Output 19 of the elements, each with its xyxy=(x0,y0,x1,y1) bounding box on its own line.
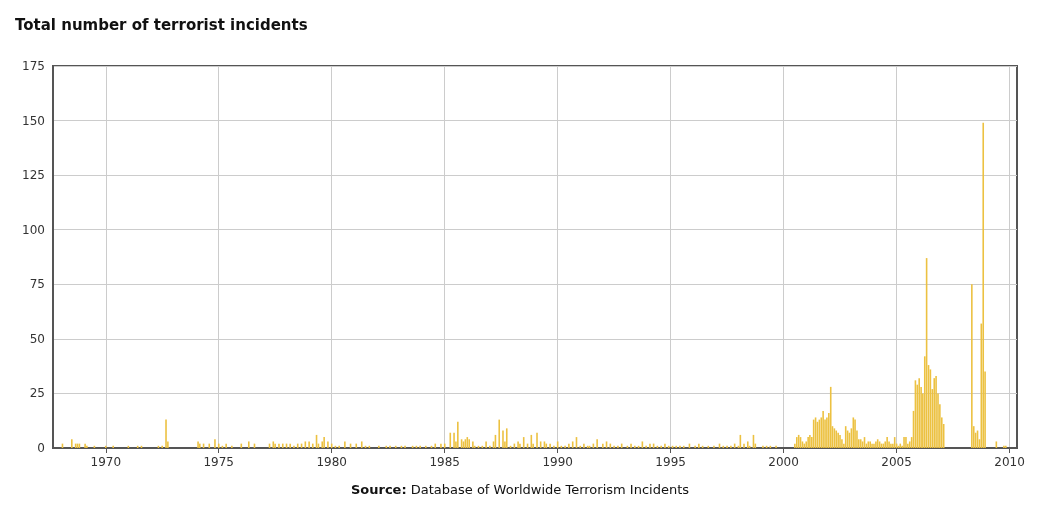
x-tick-label: 1985 xyxy=(429,455,460,469)
x-tick-label: 1975 xyxy=(203,455,234,469)
y-tick-label: 75 xyxy=(29,277,45,292)
y-tick-label: 50 xyxy=(29,331,45,346)
x-tick-label: 1980 xyxy=(316,455,347,469)
x-tick-label: 1990 xyxy=(542,455,573,469)
x-tick-label: 2005 xyxy=(881,455,912,469)
source-note: Source: Database of Worldwide Terrorism Incidents xyxy=(350,482,690,497)
x-tick-label: 1970 xyxy=(90,455,122,469)
y-tick-label: 25 xyxy=(29,386,45,401)
y-tick-label: 125 xyxy=(22,168,45,183)
y-tick-label: 100 xyxy=(22,222,45,237)
x-tick-label: 2010 xyxy=(994,455,1025,469)
x-tick-label: 1995 xyxy=(655,455,686,469)
y-tick-label: 0 xyxy=(37,441,45,455)
y-tick-label: 150 xyxy=(22,113,45,128)
chart-title: Total number of terrorist incidents xyxy=(15,15,308,34)
x-tick-label: 2000 xyxy=(768,455,799,469)
y-tick-label: 175 xyxy=(22,59,45,73)
